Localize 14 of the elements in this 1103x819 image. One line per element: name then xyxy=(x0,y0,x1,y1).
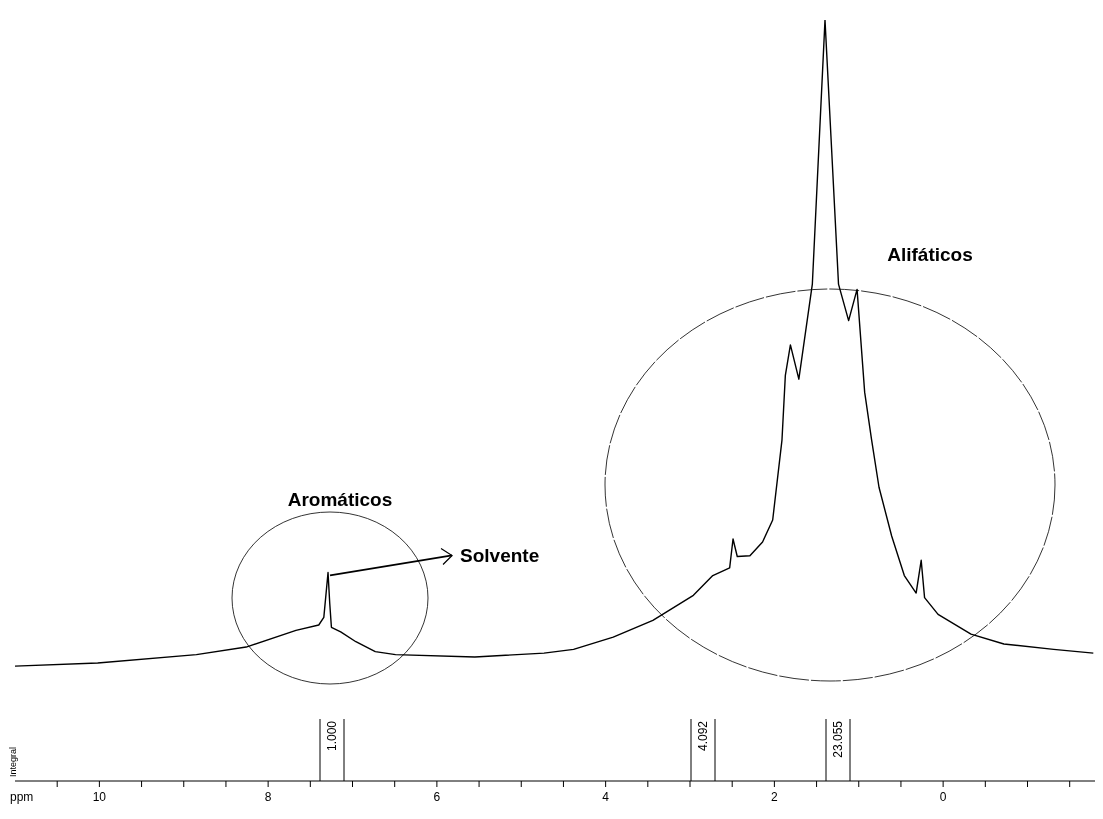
annotation: 4.092 xyxy=(696,720,710,752)
annotation: Alifáticos xyxy=(887,244,973,265)
x-tick-label: 10 xyxy=(92,790,107,804)
x-tick-label: 0 xyxy=(939,790,947,804)
annotation: 23.055 xyxy=(831,720,845,758)
annotation: Solvente xyxy=(460,545,540,567)
annotation: 1.000 xyxy=(325,720,339,752)
x-tick-label: 4 xyxy=(602,790,610,804)
annotation: Aromáticos xyxy=(287,489,393,510)
annotation: Integral xyxy=(8,746,18,777)
x-tick-label: 6 xyxy=(433,790,441,804)
x-tick-label: 8 xyxy=(264,790,272,804)
x-axis-title: ppm xyxy=(10,790,34,804)
x-tick-label: 2 xyxy=(771,790,779,804)
